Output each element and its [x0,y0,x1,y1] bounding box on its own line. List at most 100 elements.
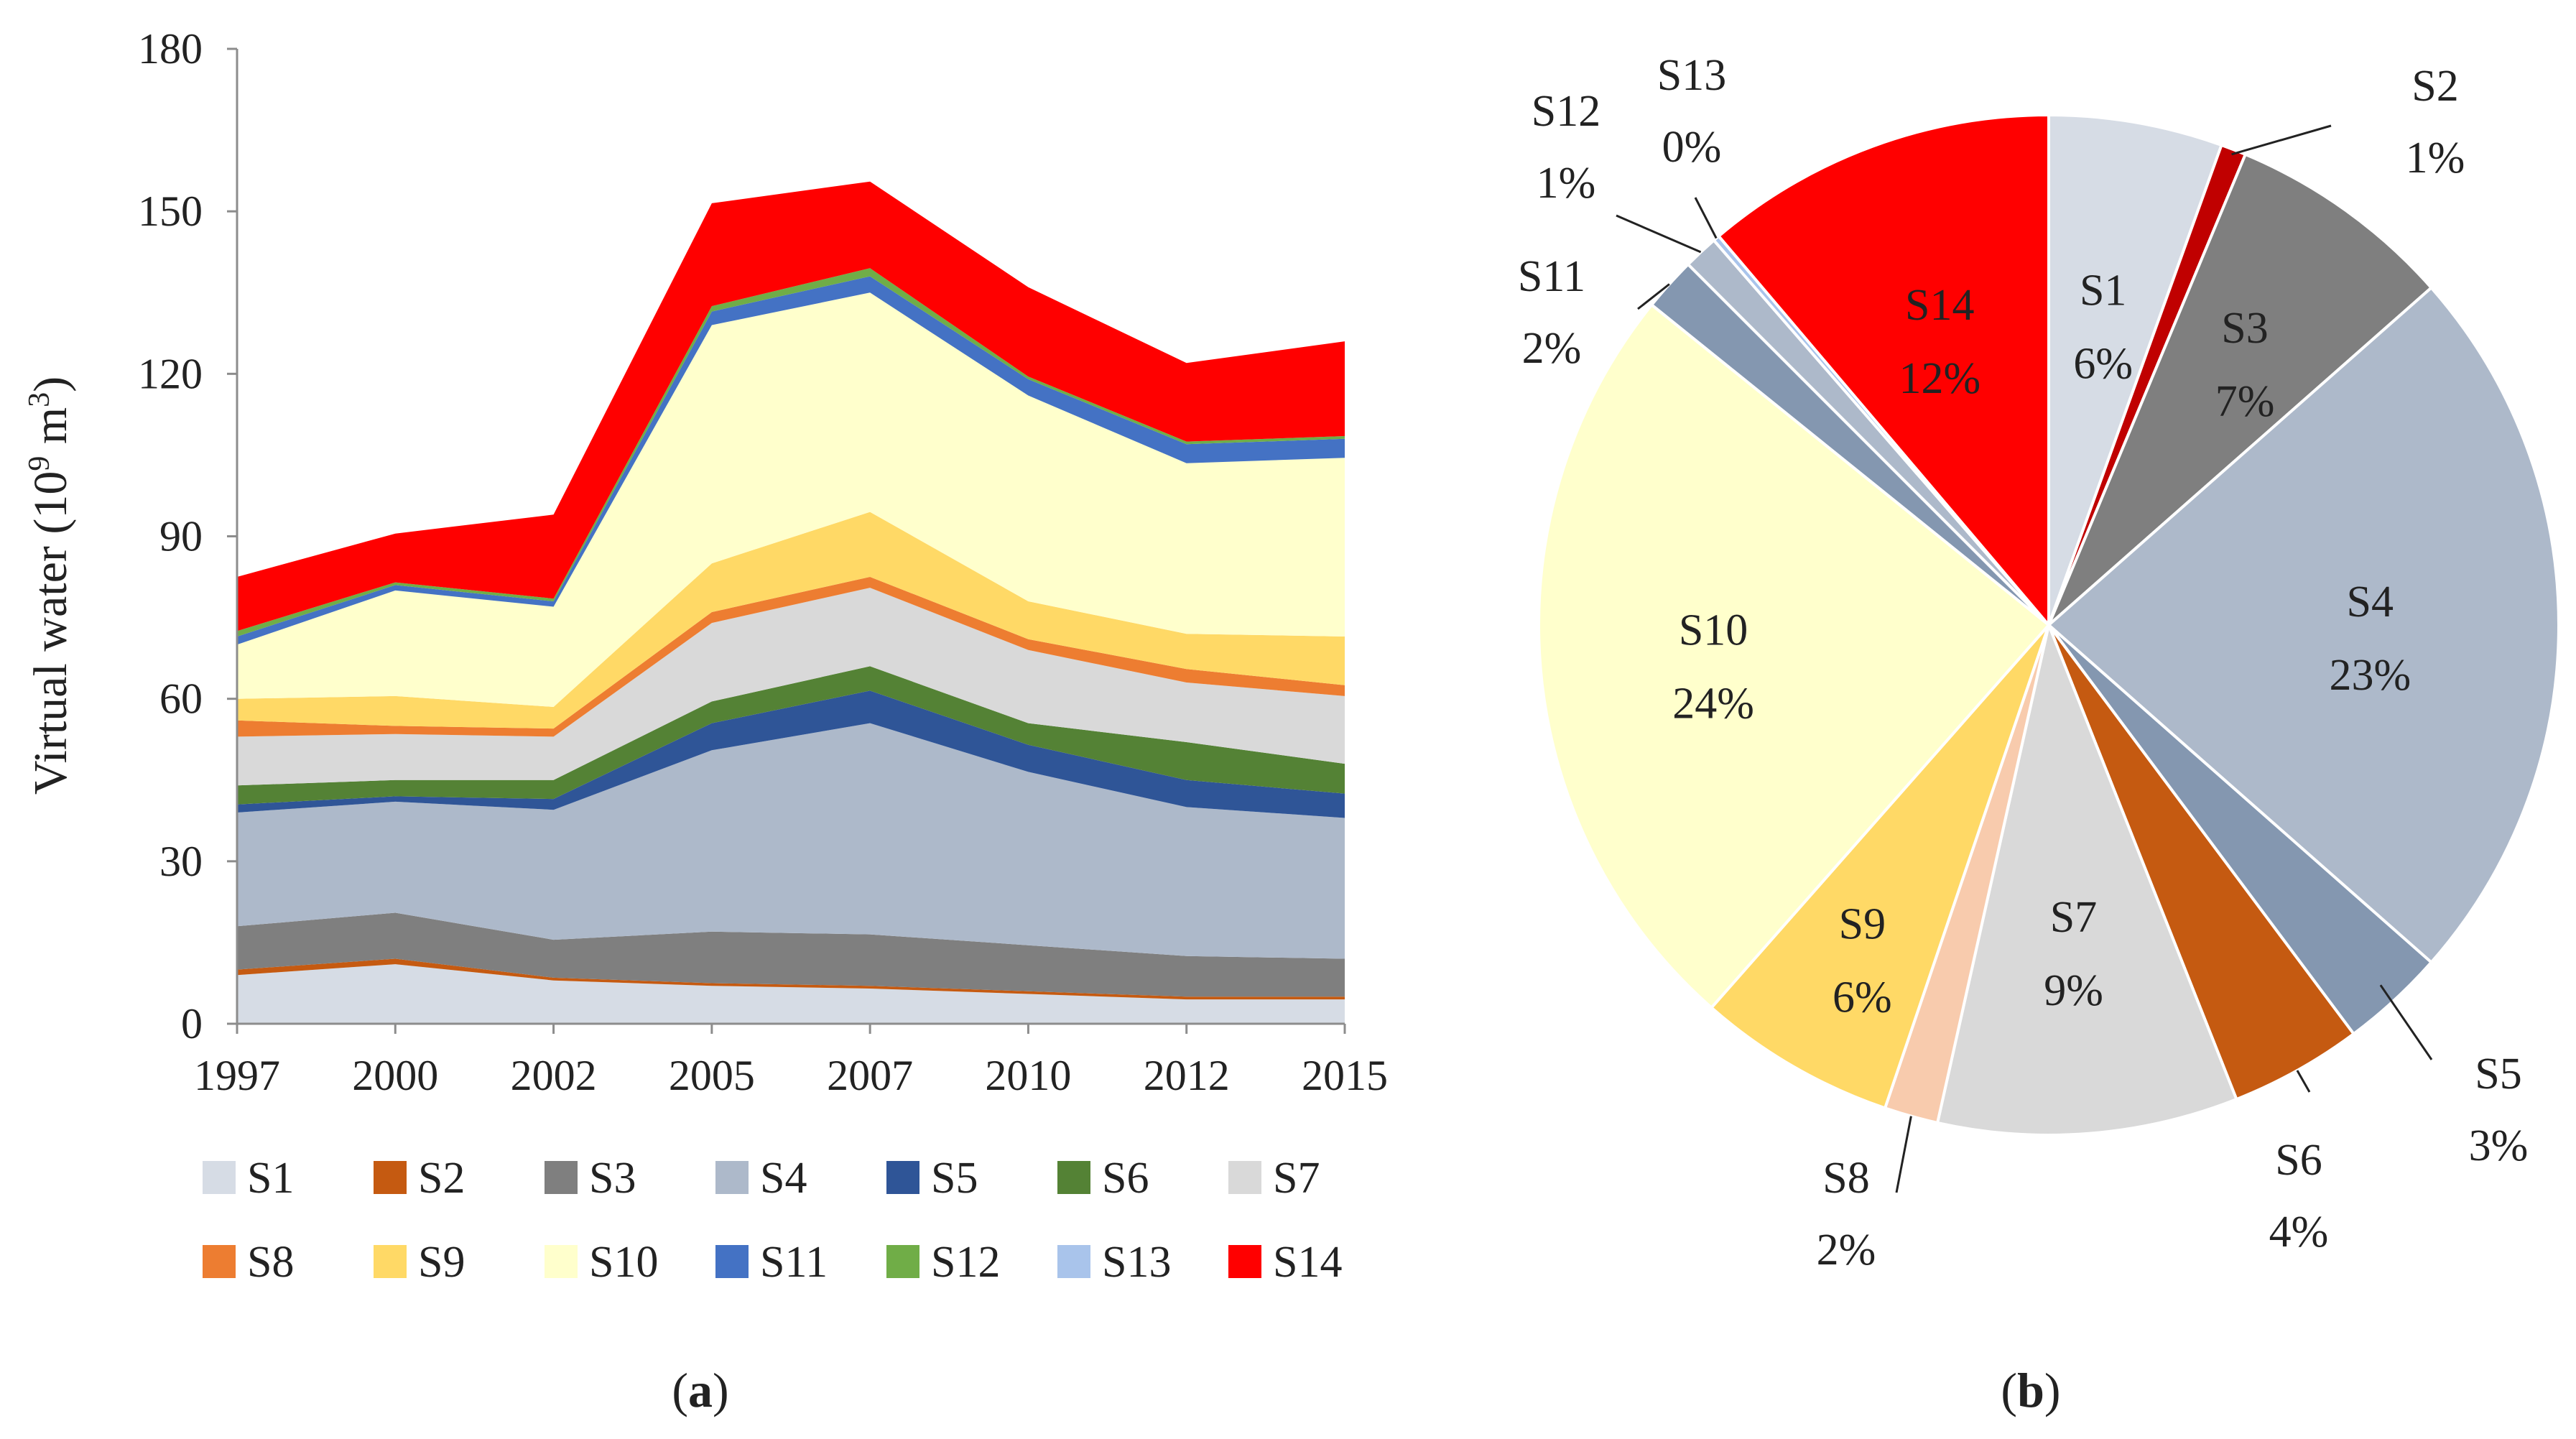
pie-label-percent: 7% [2215,377,2275,426]
x-tick-label: 2010 [985,1052,1071,1099]
y-axis-label-text: Virtual water (10 [24,471,77,795]
legend-swatch [886,1161,919,1194]
area-s4 [237,723,1345,959]
legend-item-s7: S7 [1228,1154,1320,1203]
pie-label-s1: S16% [2073,266,2133,388]
legend-label: S11 [760,1238,828,1287]
legend-item-s5: S5 [886,1154,978,1203]
pie-label-s2: S21% [2406,62,2465,182]
pie-leader-lines [1616,124,2433,1193]
area-s10 [237,292,1345,707]
pie-label-name: S2 [2411,62,2458,111]
legend-swatch [886,1245,919,1278]
pie-leader-s13 [1694,197,1718,239]
pie-slice-s1 [2047,113,2224,626]
x-tick-label: 2005 [669,1052,755,1099]
y-axis-label-unit-exponent: 3 [23,392,56,407]
y-tick-label: 60 [159,675,203,723]
pie-label-percent: 3% [2469,1121,2529,1170]
pie-label-name: S8 [1822,1154,1869,1203]
legend-item-s2: S2 [374,1154,465,1203]
legend-label: S7 [1273,1154,1320,1203]
legend-label: S12 [931,1238,1000,1287]
legend-swatch [1057,1161,1090,1194]
pie-leader-s5 [2379,984,2433,1060]
legend-item-s8: S8 [203,1238,294,1287]
legend-swatch [203,1161,236,1194]
legend-label: S3 [589,1154,636,1203]
pie-label-percent: 2% [1522,324,1582,373]
y-axis-label-unit: m [24,407,77,456]
legend-item-s12: S12 [886,1238,1000,1287]
pie-leader-s8 [1895,1116,1912,1193]
pie-label-s5: S53% [2469,1050,2529,1170]
x-tick-label: 2015 [1302,1052,1388,1099]
pie-label-percent: 6% [1833,973,1892,1022]
x-tick-label: 2012 [1144,1052,1230,1099]
pie-label-name: S6 [2275,1136,2322,1185]
legend: S1 S2 S3 S4 S5 S6 S7 S8 S9 S10 S11 S12 S13 S14 [203,1154,1342,1287]
pie-leader-s6 [2296,1070,2311,1093]
pie-slice-s10 [1537,302,2051,1010]
pie-label-s3: S37% [2215,304,2275,426]
area-s7 [237,588,1345,786]
legend-item-s11: S11 [715,1238,828,1287]
pie-label-percent: 1% [2406,134,2465,182]
pie-label-name: S7 [2050,893,2097,942]
pie-label-name: S1 [2080,266,2126,315]
legend-label: S2 [418,1154,465,1203]
pie-slice-s14 [1716,113,2050,629]
x-tick-label: 1997 [194,1052,280,1099]
legend-swatch [715,1161,749,1194]
legend-swatch [545,1245,578,1278]
x-tick-label: 2000 [352,1052,438,1099]
legend-swatch [1228,1161,1261,1194]
panel-label-b: (b) [2001,1363,2060,1417]
legend-label: S8 [247,1238,294,1287]
pie-slice-s3 [2047,152,2434,626]
pie-label-name: S13 [1657,51,1726,100]
pie-leader-s12 [1616,214,1702,254]
pie-slices [1537,113,2560,1137]
pie-label-name: S14 [1905,281,1974,330]
area-s6 [237,666,1345,805]
legend-item-s1: S1 [203,1154,294,1203]
legend-item-s13: S13 [1057,1238,1171,1287]
pie-label-percent: 0% [1662,123,1722,172]
pie-label-s4: S4 23% [2329,578,2411,700]
pie-leader-s11 [1637,283,1670,310]
legend-label: S4 [760,1154,807,1203]
area-s5 [237,690,1345,818]
pie-label-name: S4 [2347,578,2394,626]
pie-leader-s2 [2231,124,2332,156]
y-tick-label: 120 [138,350,203,397]
legend-label: S13 [1102,1238,1171,1287]
pie-label-name: S12 [1532,87,1600,136]
pie-label-name: S11 [1518,252,1585,301]
pie-label-s7: S79% [2044,893,2103,1015]
legend-label: S5 [931,1154,978,1203]
y-axis-ticks: 0 30 60 90 120 150 180 [138,25,237,1047]
area-layers [237,181,1345,1024]
pie-label-percent: 9% [2044,966,2103,1015]
legend-item-s4: S4 [715,1154,807,1203]
pie-label-s8: S82% [1817,1154,1876,1274]
area-s12 [237,268,1345,637]
pie-label-name: S9 [1839,900,1886,949]
legend-swatch [374,1245,407,1278]
area-s3 [237,912,1345,997]
y-tick-label: 30 [159,838,203,885]
legend-label: S1 [247,1154,294,1203]
pie-chart: S16%S21%S37%S423%S53%S64%S79%S82%S96%S10… [1518,51,2560,1417]
y-tick-label: 90 [159,513,203,560]
pie-label-name: S5 [2475,1050,2521,1098]
legend-item-s9: S9 [374,1238,465,1287]
pie-label-percent: 23% [2329,651,2411,700]
legend-item-s6: S6 [1057,1154,1149,1203]
area-s14 [237,181,1345,631]
